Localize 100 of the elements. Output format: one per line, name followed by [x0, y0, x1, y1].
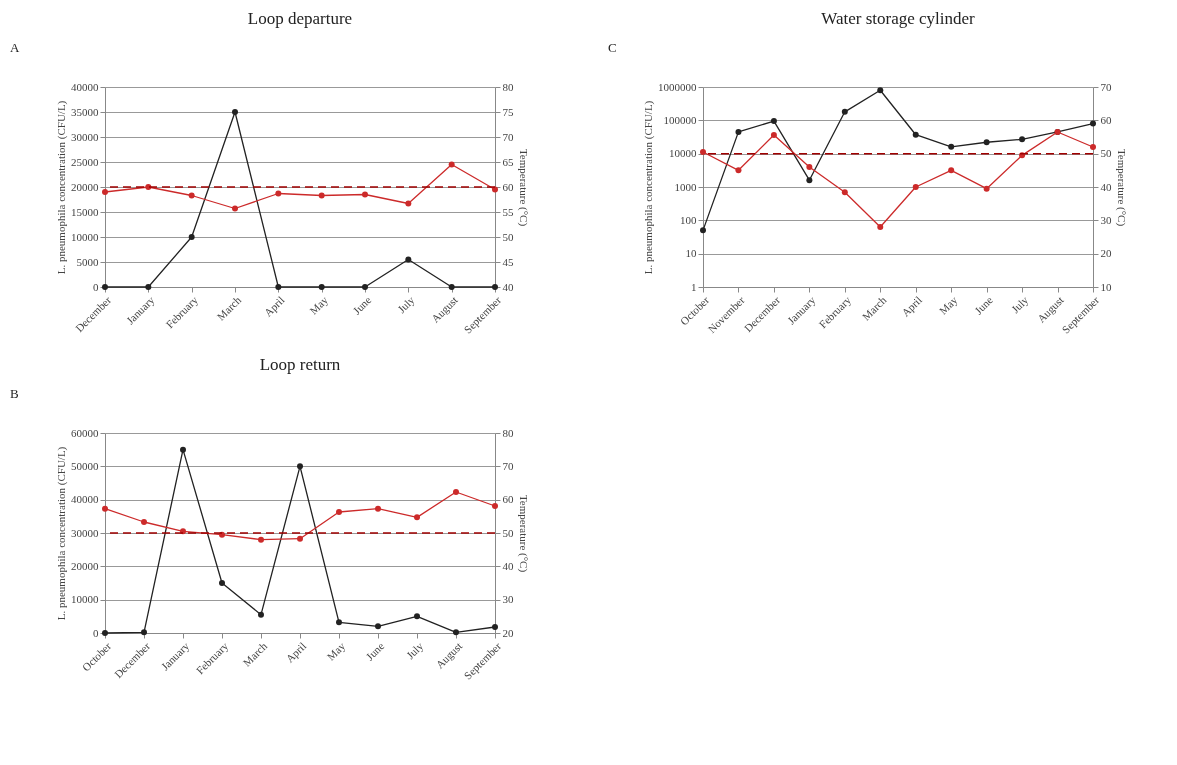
point [375, 505, 381, 512]
y2-axis-title: Temperature (°C) [1114, 148, 1128, 227]
point [405, 200, 412, 207]
point [297, 463, 303, 470]
point [188, 234, 195, 240]
point [102, 189, 108, 195]
point [1019, 136, 1026, 143]
point [219, 580, 225, 586]
y2-axis-title: Temperature (°C) [516, 148, 530, 227]
y2-tick-label: 40 [1100, 180, 1112, 193]
point [297, 535, 303, 542]
chart-title: Loop return [259, 355, 341, 374]
y2-tick-label: 30 [502, 593, 514, 606]
y-axis-title: L. pneumophila concentration (CFU/L) [55, 100, 68, 275]
y2-tick-label: 70 [502, 130, 514, 143]
y-axis-title: L. pneumophila concentration (CFU/L) [55, 446, 68, 621]
point [492, 624, 498, 630]
x-tick-label: June [972, 293, 995, 317]
y-tick-label: 10 [685, 247, 697, 260]
y2-tick-label: 60 [502, 180, 514, 193]
point [336, 619, 342, 626]
y-tick-label: 15000 [71, 205, 99, 218]
y-tick-label: 40000 [71, 80, 99, 93]
y2-tick-label: 40 [502, 559, 514, 572]
point [375, 623, 381, 630]
y-tick-label: 0 [93, 280, 99, 293]
y2-tick-label: 30 [1100, 213, 1112, 226]
y2-tick-label: 50 [502, 230, 514, 243]
y-tick-label: 1 [691, 280, 697, 293]
point [275, 190, 282, 197]
chart-title: Loop departure [247, 9, 353, 28]
point [232, 109, 238, 115]
point [492, 503, 498, 509]
x-tick-label: June [363, 639, 387, 663]
point [770, 118, 777, 125]
x-tick-label: May [936, 293, 960, 317]
point [318, 284, 325, 290]
y-tick-label: 30000 [71, 130, 99, 143]
point [983, 139, 990, 146]
y2-tick-label: 40 [502, 280, 514, 293]
point [453, 629, 459, 636]
y2-tick-label: 70 [502, 459, 514, 472]
point [362, 191, 368, 198]
point [232, 205, 238, 212]
point [180, 446, 186, 453]
y2-tick-label: 80 [502, 80, 514, 93]
x-tick-label: May [307, 293, 331, 317]
point [806, 177, 813, 184]
point [912, 131, 919, 138]
point [877, 87, 884, 94]
x-tick-label: July [1008, 293, 1031, 316]
y2-tick-label: 20 [1100, 247, 1112, 260]
point [448, 161, 455, 168]
point [700, 227, 706, 234]
point [1090, 120, 1096, 127]
x-tick-label: May [324, 639, 348, 663]
y2-tick-label: 60 [1100, 113, 1112, 126]
text: A [10, 40, 20, 55]
y-tick-label: 40000 [71, 493, 99, 506]
point [453, 489, 459, 495]
y-tick-label: 50000 [71, 459, 99, 472]
y2-tick-label: 50 [1100, 147, 1112, 160]
text: B [10, 386, 19, 401]
point [336, 509, 342, 515]
y2-tick-label: 10 [1100, 280, 1112, 293]
point [405, 256, 412, 263]
y2-tick-label: 20 [502, 626, 514, 639]
y2-tick-label: 60 [502, 493, 514, 506]
text: C [608, 40, 617, 55]
y2-tick-label: 70 [1100, 80, 1112, 93]
y-tick-label: 35000 [71, 105, 99, 118]
point [414, 613, 420, 620]
y-tick-label: 100 [680, 213, 697, 226]
point [448, 284, 455, 290]
y2-tick-label: 50 [502, 526, 514, 539]
point [258, 611, 264, 618]
y-tick-label: 10000 [669, 147, 697, 160]
point [948, 143, 955, 150]
y-tick-label: 60000 [71, 426, 99, 439]
y-tick-label: 0 [93, 626, 99, 639]
y2-tick-label: 55 [502, 205, 514, 218]
x-tick-label: July [403, 639, 426, 662]
point [318, 192, 325, 199]
y-tick-label: 10000 [71, 230, 99, 243]
y-tick-label: 100000 [663, 113, 697, 126]
x-tick-label: July [395, 293, 417, 316]
point [414, 514, 420, 521]
y-tick-label: 5000 [76, 255, 99, 268]
point [141, 629, 147, 636]
y-tick-label: 1000000 [658, 80, 697, 93]
point [188, 192, 195, 199]
y-tick-label: 10000 [71, 593, 99, 606]
point [735, 128, 742, 135]
y2-tick-label: 45 [502, 255, 514, 268]
y-axis-title: L. pneumophila concentration (CFU/L) [642, 100, 655, 275]
y-tick-label: 20000 [71, 180, 99, 193]
point [258, 536, 264, 543]
x-tick-label: June [350, 293, 374, 317]
chart-title: Water storage cylinder [821, 9, 976, 28]
y2-tick-label: 80 [502, 426, 514, 439]
